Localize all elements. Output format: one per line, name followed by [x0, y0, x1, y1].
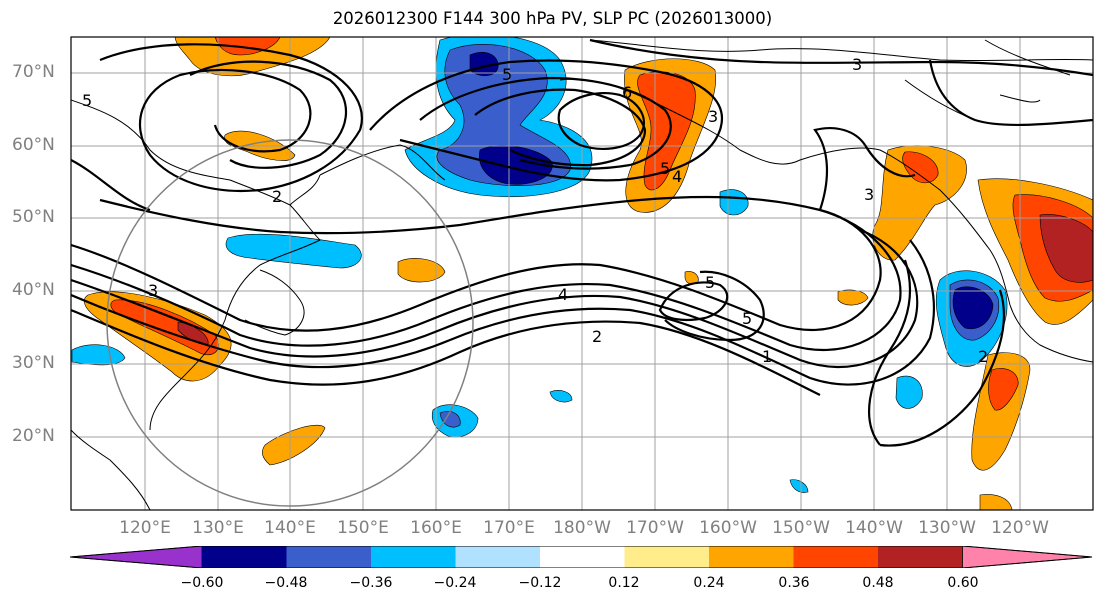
contour-label: 6 — [622, 83, 632, 102]
colorbar-tick-label: −0.12 — [518, 575, 562, 591]
contour-label: 2 — [592, 327, 602, 346]
lat-label: 50°N — [12, 207, 55, 227]
contour-label: 3 — [852, 55, 862, 74]
colorbar-cell — [878, 546, 963, 568]
lon-label: 120°W — [991, 518, 1049, 538]
contour-label: 4 — [672, 167, 682, 186]
lon-label: 150°E — [337, 518, 389, 538]
contour-label: 3 — [864, 185, 874, 204]
map-title: 2026012300 F144 300 hPa PV, SLP PC (2026… — [332, 9, 773, 28]
contour-label: 4 — [558, 285, 568, 304]
contour-label: 3 — [148, 281, 158, 300]
lat-label: 70°N — [12, 62, 55, 82]
colorbar-cell — [202, 546, 287, 568]
lon-label: 160°W — [699, 518, 757, 538]
lon-label: 160°E — [410, 518, 462, 538]
lat-label: 40°N — [12, 280, 55, 300]
lat-label: 30°N — [12, 353, 55, 373]
lon-label: 170°E — [483, 518, 535, 538]
colorbar-tick-label: −0.36 — [349, 575, 393, 591]
contour-label: 5 — [82, 91, 92, 110]
map-panel: 3 5 6 3 5 4 2 3 5 5 4 2 1 2 3 5 — [70, 36, 1094, 511]
lon-label: 130°W — [918, 518, 976, 538]
colorbar-cell — [455, 546, 541, 568]
contour-label: 5 — [502, 65, 512, 84]
colorbar-tick-label: 0.24 — [693, 575, 725, 591]
colorbar — [70, 546, 1093, 568]
colorbar-tick-label: −0.48 — [264, 575, 308, 591]
colorbar-cell — [286, 546, 372, 568]
colorbar-cell — [793, 546, 879, 568]
contour-label: 5 — [742, 309, 752, 328]
lon-label: 180°W — [553, 518, 611, 538]
colorbar-tick-label: −0.60 — [180, 575, 224, 591]
colorbar-extend-low — [70, 546, 203, 568]
contour-label: 2 — [978, 347, 988, 366]
colorbar-cell — [709, 546, 794, 568]
contour-label: 2 — [272, 187, 282, 206]
colorbar-cell — [540, 546, 625, 568]
lon-label: 130°E — [192, 518, 244, 538]
lon-label: 150°W — [772, 518, 830, 538]
lon-label: 140°E — [264, 518, 316, 538]
contour-label: 3 — [708, 107, 718, 126]
colorbar-tick-label: 0.48 — [862, 575, 894, 591]
colorbar-outline — [70, 546, 1093, 568]
colorbar-tick-label: 0.36 — [778, 575, 810, 591]
contour-label: 5 — [660, 159, 670, 178]
colorbar-tick-label: 0.12 — [608, 575, 640, 591]
lat-label: 60°N — [12, 135, 55, 155]
colorbar-extend-high — [962, 546, 1093, 568]
slp-contours — [71, 38, 1093, 447]
lon-label: 140°W — [845, 518, 903, 538]
colorbar-cell — [371, 546, 456, 568]
colorbar-cell — [624, 546, 710, 568]
colorbar-tick-label: −0.24 — [433, 575, 477, 591]
reference-circle — [106, 139, 474, 507]
colorbar-tick-label: 0.60 — [947, 575, 979, 591]
lon-label: 170°W — [626, 518, 684, 538]
contour-label: 5 — [705, 273, 715, 292]
contour-labels: 3 5 6 3 5 4 2 3 5 5 4 2 1 2 3 5 — [82, 55, 988, 366]
lat-label: 20°N — [12, 426, 55, 446]
contour-label: 1 — [762, 347, 772, 366]
lon-label: 120°E — [119, 518, 171, 538]
